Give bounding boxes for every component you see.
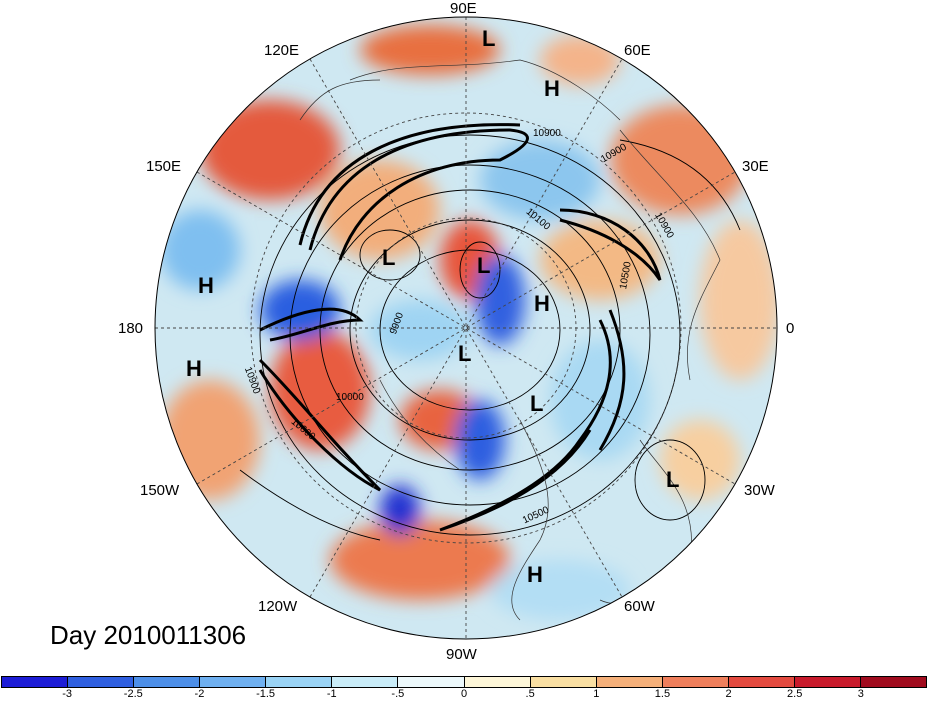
pressure-center-label: H bbox=[198, 273, 214, 298]
colorbar-swatch bbox=[134, 677, 201, 687]
colorbar-swatch bbox=[200, 677, 267, 687]
pressure-center-label: L bbox=[382, 245, 396, 270]
lon-label-60w: 60W bbox=[624, 598, 655, 615]
lon-label-150e: 150E bbox=[146, 158, 182, 175]
colorbar-tick-label: -2.5 bbox=[123, 688, 143, 700]
colorbar-swatch bbox=[530, 677, 597, 687]
lon-label-60e: 60E bbox=[624, 42, 651, 59]
colorbar-swatch bbox=[464, 677, 531, 687]
lon-label-120w: 120W bbox=[258, 598, 298, 615]
anomaly-field bbox=[155, 17, 777, 639]
colorbar-swatch bbox=[861, 677, 927, 687]
pressure-center-label: L bbox=[477, 253, 491, 278]
colorbar bbox=[1, 676, 927, 688]
colorbar-tick-label: -1 bbox=[326, 688, 337, 700]
lon-label-180: 180 bbox=[118, 320, 144, 337]
lon-label-30w: 30W bbox=[744, 482, 775, 499]
contour-label: 10900 bbox=[533, 128, 561, 139]
lon-label-150w: 150W bbox=[140, 482, 180, 499]
lon-label-0: 0 bbox=[786, 320, 795, 337]
colorbar-tick-label: -1.5 bbox=[256, 688, 276, 700]
colorbar-swatch bbox=[596, 677, 663, 687]
pressure-center-label: L bbox=[666, 467, 680, 492]
graticule bbox=[155, 17, 777, 639]
pressure-center-label: H bbox=[527, 562, 543, 587]
colorbar-tick-label: -.5 bbox=[391, 688, 405, 700]
lon-label-120e: 120E bbox=[264, 42, 300, 59]
colorbar-tick-label: 2.5 bbox=[787, 688, 803, 700]
colorbar-tick-label: 0 bbox=[460, 688, 468, 700]
colorbar-tick-label: 3 bbox=[857, 688, 864, 700]
colorbar-swatch bbox=[398, 677, 465, 687]
colorbar-swatch bbox=[68, 677, 135, 687]
colorbar-tick-label: .5 bbox=[525, 688, 535, 700]
pressure-center-label: H bbox=[534, 291, 550, 316]
pressure-center-label: L bbox=[482, 26, 496, 51]
height-contours bbox=[239, 134, 741, 541]
pressure-center-label: L bbox=[530, 391, 544, 416]
colorbar-swatch bbox=[2, 677, 69, 687]
colorbar-swatch bbox=[332, 677, 399, 687]
map-border bbox=[154, 16, 778, 640]
colorbar-swatch bbox=[662, 677, 729, 687]
pressure-center-label: H bbox=[186, 356, 202, 381]
colorbar-tick-label: 1.5 bbox=[654, 688, 671, 700]
pressure-center-label: L bbox=[458, 341, 472, 366]
colorbar-swatch bbox=[794, 677, 862, 687]
colorbar-tick-label: -3 bbox=[62, 688, 73, 700]
lon-label-30e: 30E bbox=[742, 158, 769, 175]
pressure-center-label: H bbox=[544, 76, 560, 101]
colorbar-swatch bbox=[266, 677, 333, 687]
colorbar-swatch bbox=[728, 677, 795, 687]
contour-label: 10000 bbox=[336, 392, 364, 403]
colorbar-tick-label: 2 bbox=[725, 688, 732, 700]
colorbar-tick-label: -2 bbox=[194, 688, 205, 700]
lon-label-90e: 90E bbox=[450, 0, 477, 17]
day-title: Day 2010011306 bbox=[50, 620, 247, 650]
lon-label-90w: 90W bbox=[446, 646, 477, 663]
colorbar-tick-label: 1 bbox=[593, 688, 600, 700]
